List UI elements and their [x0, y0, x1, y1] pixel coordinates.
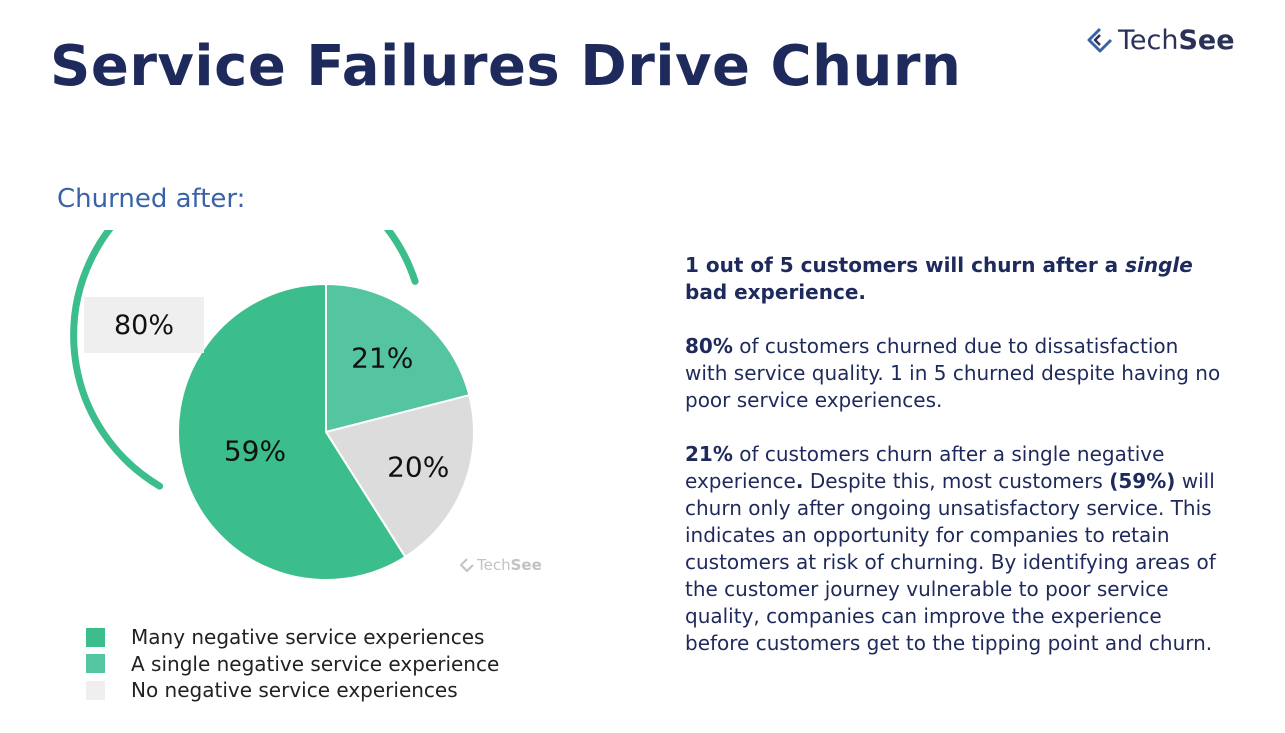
watermark-text: TechSee [477, 556, 542, 574]
legend-item-none: No negative service experiences [86, 677, 499, 704]
logo-text-regular: Tech [1118, 24, 1179, 56]
techsee-logo: TechSee [1086, 22, 1235, 58]
paragraph-21-text-c: will churn only after ongoing unsatisfac… [685, 469, 1216, 655]
stat-59-percent: (59%) [1109, 469, 1176, 493]
legend-label-single: A single negative service experience [131, 651, 500, 676]
legend-label-many: Many negative service experiences [131, 625, 485, 650]
watermark-diamond-icon [460, 558, 474, 572]
pie-label-none: 20% [387, 451, 449, 484]
legend-item-single: A single negative service experience [86, 651, 499, 678]
lead-emphasis: single [1125, 253, 1193, 277]
lead-text-a: 1 out of 5 customers will churn after a [685, 253, 1126, 277]
pie-outer-ring [70, 230, 419, 490]
legend-label-none: No negative service experiences [131, 678, 458, 703]
stat-80-percent: 80% [685, 334, 733, 358]
pie-chart: 21% 20% 59% [70, 230, 475, 581]
logo-text: TechSee [1118, 25, 1235, 56]
pie-slice-none [324, 393, 475, 559]
chart-legend: Many negative service experiences A sing… [86, 624, 499, 704]
paragraph-21-percent: 21% of customers churn after a single ne… [685, 441, 1225, 657]
watermark-text-bold: See [510, 556, 542, 574]
lead-text-b: bad experience. [685, 280, 866, 304]
techsee-diamond-icon [1087, 27, 1113, 53]
pie-slice-single [325, 282, 471, 434]
pie-label-many: 59% [224, 435, 286, 468]
stat-21-percent: 21% [685, 442, 733, 466]
paragraph-80-text: of customers churned due to dissatisfact… [685, 334, 1221, 412]
legend-swatch-many [86, 627, 105, 647]
legend-item-many: Many negative service experiences [86, 624, 499, 651]
callout-80-percent: 80% [84, 297, 204, 353]
paragraph-21-text-b: Despite this, most customers [803, 469, 1110, 493]
body-copy: 1 out of 5 customers will churn after a … [685, 252, 1225, 684]
slide-title: Service Failures Drive Churn [50, 34, 962, 99]
watermark-text-regular: Tech [477, 556, 511, 574]
chart-watermark: TechSee [460, 556, 542, 574]
paragraph-80-percent: 80% of customers churned due to dissatis… [685, 333, 1225, 414]
chart-subtitle: Churned after: [57, 184, 246, 214]
paragraph-21-period: . [795, 469, 804, 493]
pie-slice-many [177, 282, 407, 581]
pie-label-single: 21% [351, 341, 413, 374]
logo-text-bold: See [1178, 24, 1235, 56]
legend-swatch-single [86, 654, 105, 674]
legend-swatch-none [86, 680, 105, 700]
paragraph-21-text-a: of customers churn after a single negati… [685, 442, 1165, 493]
lead-paragraph: 1 out of 5 customers will churn after a … [685, 252, 1225, 306]
